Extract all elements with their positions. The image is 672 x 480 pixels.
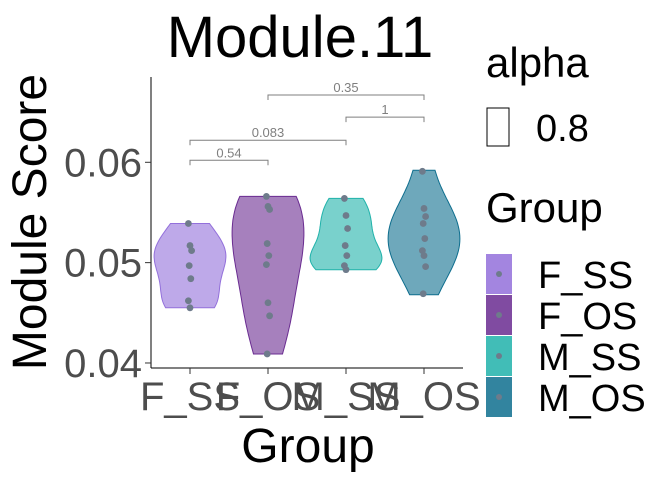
legend-alpha-title: alpha (486, 39, 589, 86)
legend-label-M_SS: M_SS (538, 337, 641, 379)
data-point (419, 290, 427, 298)
data-point (342, 212, 350, 219)
x-tick-label: M_OS (367, 375, 480, 419)
legend-key-point (496, 394, 502, 400)
violin-F_OS (231, 195, 305, 355)
data-point (343, 252, 351, 260)
data-point (185, 220, 192, 227)
data-point (185, 262, 193, 270)
data-point (188, 247, 196, 254)
comparison-bracket (267, 94, 425, 101)
chart-title: Module.11 (167, 5, 434, 70)
p-value-label: 0.35 (333, 80, 358, 95)
data-point (420, 205, 428, 212)
legend-alpha-key (486, 107, 510, 147)
y-tick-label: 0.05 (64, 242, 142, 286)
data-point (419, 167, 426, 175)
data-point (420, 252, 428, 260)
legend: alpha 0.8 Group F_SSF_OSM_SSM_OS (486, 39, 646, 420)
data-point (264, 299, 272, 307)
y-axis-title: Module Score (4, 74, 57, 370)
comparison-bracket (189, 159, 269, 166)
comparison-bracket (345, 116, 425, 123)
data-point (263, 350, 271, 358)
plot-area: 0.04 0.05 0.06 F_SSF_OSM_SSM_OS 0.54 0.083 1 0.… (64, 77, 481, 419)
legend-label-F_OS: F_OS (538, 296, 637, 338)
data-point (185, 297, 192, 305)
data-point (266, 312, 273, 320)
legend-group-title: Group (486, 184, 603, 231)
x-axis-title: Group (241, 420, 374, 473)
data-point (344, 225, 351, 232)
data-point (263, 261, 270, 269)
x-tick-label: F_OS (216, 375, 320, 419)
comparison-bracket (189, 139, 347, 146)
violin-M_OS (387, 169, 461, 296)
data-point (263, 240, 271, 247)
legend-label-M_OS: M_OS (538, 378, 646, 420)
y-tick-label: 0.06 (64, 141, 142, 185)
violin-M_SS (309, 197, 383, 271)
x-tick-label: M_SS (292, 375, 401, 419)
data-point (263, 193, 270, 200)
data-point (422, 263, 429, 271)
y-tick-label: 0.04 (64, 342, 142, 386)
data-point (422, 213, 429, 220)
data-point (266, 206, 273, 213)
data-point (265, 252, 273, 260)
legend-label-F_SS: F_SS (538, 255, 633, 297)
data-point (421, 235, 429, 242)
p-value-label: 0.54 (216, 145, 241, 160)
legend-key-point (496, 312, 502, 318)
p-value-label: 1 (381, 102, 388, 117)
legend-key-point (496, 353, 502, 359)
legend-alpha-value: 0.8 (536, 108, 589, 150)
x-tick-label: F_SS (140, 375, 240, 419)
p-value-label: 0.083 (252, 125, 285, 140)
data-point (419, 220, 427, 227)
data-point (341, 242, 349, 249)
data-point (187, 275, 195, 283)
data-point (341, 195, 348, 202)
legend-key-point (496, 271, 502, 277)
data-point (186, 304, 194, 312)
data-point (342, 266, 350, 274)
